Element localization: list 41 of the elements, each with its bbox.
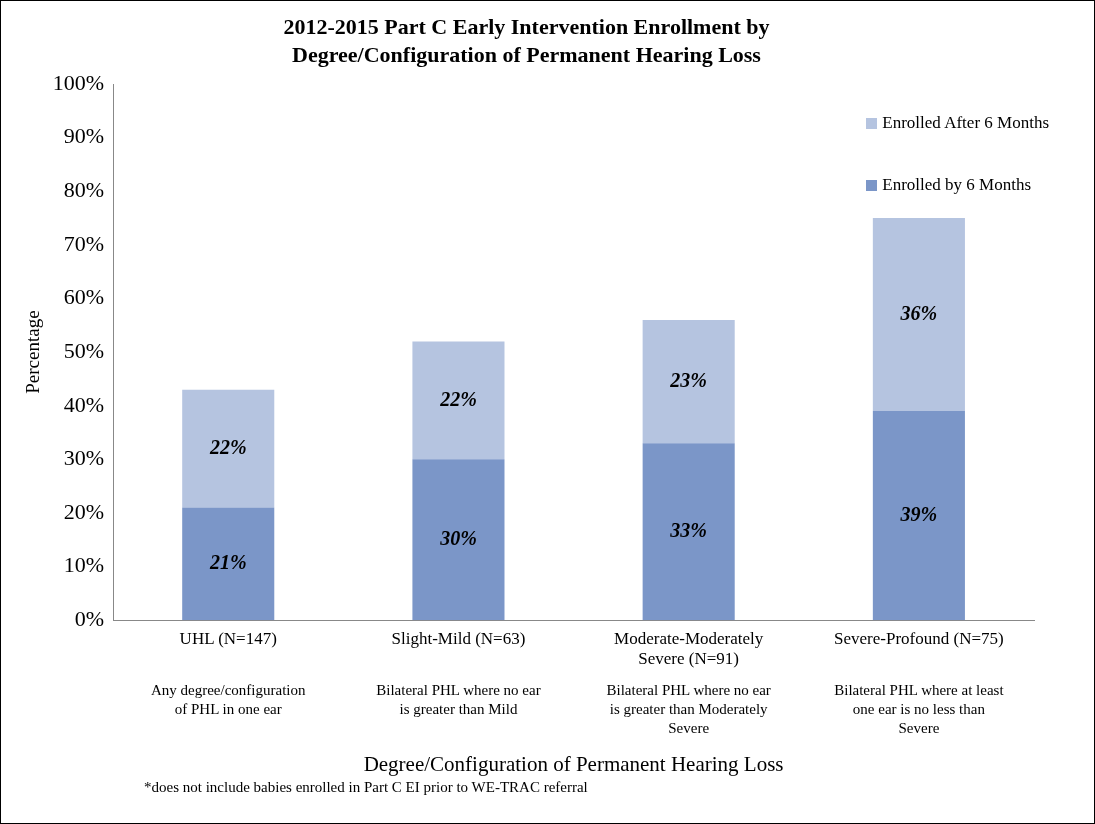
y-tick-label: 60%: [63, 284, 105, 310]
x-tick-label: Slight-Mild (N=63): [391, 628, 526, 648]
chart-title: 2012-2015 Part C Early Intervention Enrollment by Degree/Configuration of Permanent Hearing Loss: [283, 14, 770, 67]
bar: [412, 459, 505, 621]
bar: [642, 443, 735, 621]
text: Bilateral PHL where no ear is greater than Moderately Severe: [606, 681, 771, 736]
bar: [642, 319, 735, 444]
y-tick-label: 80%: [63, 177, 105, 203]
x-tick-label: Moderate-Moderately Severe (N=91): [614, 628, 764, 669]
y-tick-label: 50%: [63, 337, 105, 363]
text: *does not include babies enrolled in Part C EI prior to WE-TRAC referral: [144, 778, 588, 795]
x-tick-label: Severe-Profound (N=75): [834, 628, 1004, 648]
text: Bilateral PHL where at least one ear is no less than Severe: [834, 681, 1005, 736]
text: 36%: [900, 301, 938, 324]
y-tick-label: 70%: [63, 230, 105, 256]
bar: [412, 341, 505, 460]
text: 21%: [209, 551, 247, 574]
y-tick-label: 20%: [63, 498, 105, 524]
legend-label: Enrolled by 6 Months: [882, 175, 1032, 195]
text: Any degree/configuration of PHL in one ear: [150, 681, 306, 717]
text: 23%: [670, 368, 708, 391]
bar: [872, 218, 965, 412]
bar: [182, 389, 275, 508]
bar: [872, 411, 965, 621]
x-axis-title: Degree/Configuration of Permanent Hearing Loss: [363, 752, 784, 777]
x-tick-label: UHL (N=147): [179, 628, 277, 648]
y-tick-label: 0%: [74, 605, 105, 631]
y-tick-label: 40%: [63, 391, 105, 417]
text: 39%: [900, 502, 938, 525]
y-tick-label: 90%: [63, 123, 105, 149]
text: 22%: [209, 435, 247, 458]
text: 33%: [670, 518, 708, 541]
text: Bilateral PHL where no ear is greater than Mild: [376, 681, 541, 717]
y-tick-label: 10%: [63, 552, 105, 578]
y-axis-title: Percentage: [22, 310, 44, 394]
bar: [182, 507, 275, 621]
text: 30%: [440, 526, 477, 549]
y-tick-label: 30%: [63, 445, 105, 471]
text: 22%: [440, 387, 477, 410]
legend-label: Enrolled After 6 Months: [882, 113, 1049, 133]
y-tick-label: 100%: [52, 69, 105, 95]
